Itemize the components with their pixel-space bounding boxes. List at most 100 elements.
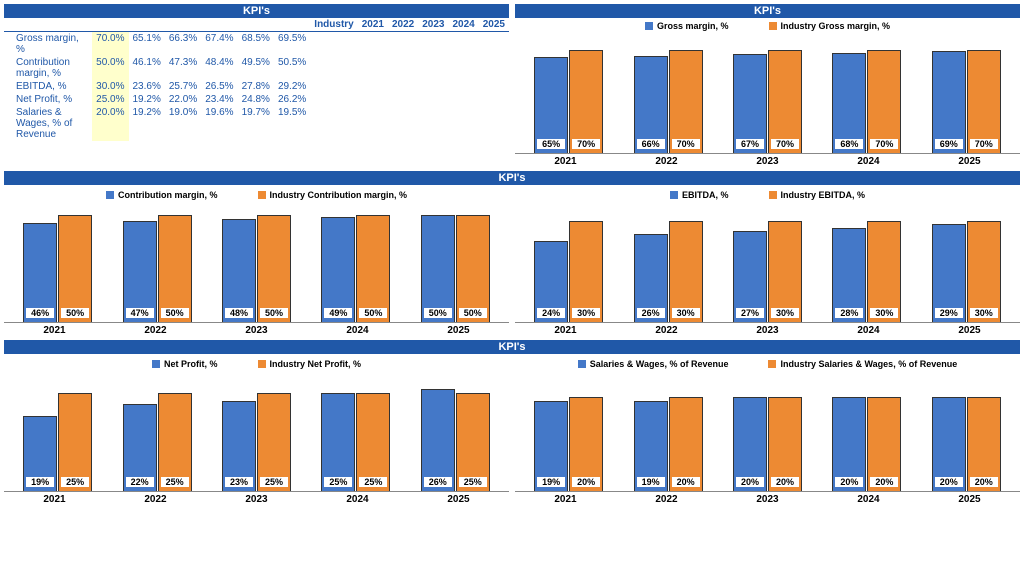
bar-industry: 20% [867, 397, 901, 491]
bar-industry: 50% [456, 215, 490, 322]
bar-actual: 65% [534, 57, 568, 153]
bar-group: 65%70% [534, 50, 603, 153]
bar-actual: 49% [321, 217, 355, 322]
bar-actual: 24% [534, 241, 568, 322]
bar-industry: 20% [768, 397, 802, 491]
bar-group: 48%50% [222, 215, 291, 322]
bar-industry: 25% [356, 393, 390, 491]
bar-industry: 50% [58, 215, 92, 322]
bar-group: 68%70% [832, 50, 901, 153]
bar-industry: 50% [257, 215, 291, 322]
bar-group: 25%25% [321, 393, 390, 491]
bar-group: 69%70% [932, 50, 1001, 153]
bar-actual: 47% [123, 221, 157, 322]
table-row: Salaries & Wages, % of Revenue20.0%19.2%… [4, 106, 310, 141]
bar-actual: 20% [832, 397, 866, 491]
bar-group: 23%25% [222, 393, 291, 491]
bar-actual: 66% [634, 56, 668, 153]
bar-actual: 29% [932, 224, 966, 322]
bar-actual: 19% [534, 401, 568, 491]
table-row: Net Profit, %25.0%19.2%22.0%23.4%24.8%26… [4, 93, 310, 106]
panel-title: KPI's [515, 4, 1020, 18]
bar-industry: 70% [967, 50, 1001, 153]
bar-group: 26%30% [634, 221, 703, 322]
bar-industry: 30% [867, 221, 901, 322]
chart-xaxis: 20212022202320242025 [4, 492, 509, 505]
bar-industry: 25% [257, 393, 291, 491]
bar-actual: 25% [321, 393, 355, 491]
bar-industry: 30% [569, 221, 603, 322]
chart-contribution-margin: Contribution margin, %Industry Contribut… [4, 187, 509, 336]
chart-area: 19%25%22%25%23%25%25%25%26%25% [4, 372, 509, 492]
bar-industry: 70% [768, 50, 802, 153]
bar-industry: 25% [58, 393, 92, 491]
bar-industry: 30% [669, 221, 703, 322]
bar-actual: 48% [222, 219, 256, 322]
bar-actual: 67% [733, 54, 767, 153]
bar-group: 19%20% [634, 397, 703, 491]
bar-group: 50%50% [421, 215, 490, 322]
bar-group: 49%50% [321, 215, 390, 322]
panel-title: KPI's [4, 4, 509, 18]
bar-actual: 69% [932, 51, 966, 153]
bar-group: 66%70% [634, 50, 703, 153]
bar-group: 20%20% [932, 397, 1001, 491]
bar-actual: 19% [23, 416, 57, 491]
bar-industry: 20% [669, 397, 703, 491]
bar-group: 29%30% [932, 221, 1001, 322]
section-title: KPI's [4, 340, 1020, 354]
bar-group: 22%25% [123, 393, 192, 491]
chart-legend: Salaries & Wages, % of RevenueIndustry S… [515, 356, 1020, 372]
chart-xaxis: 20212022202320242025 [515, 492, 1020, 505]
chart-area: 65%70%66%70%67%70%68%70%69%70% [515, 34, 1020, 154]
bar-industry: 50% [356, 215, 390, 322]
bar-actual: 22% [123, 404, 157, 491]
bar-actual: 50% [421, 215, 455, 322]
bar-group: 27%30% [733, 221, 802, 322]
bar-actual: 27% [733, 231, 767, 322]
chart-xaxis: 20212022202320242025 [515, 154, 1020, 167]
bar-group: 28%30% [832, 221, 901, 322]
chart-xaxis: 20212022202320242025 [4, 323, 509, 336]
bar-group: 46%50% [23, 215, 92, 322]
chart-legend: Contribution margin, %Industry Contribut… [4, 187, 509, 203]
table-row: Contribution margin, %50.0%46.1%47.3%48.… [4, 56, 310, 80]
bar-industry: 25% [456, 393, 490, 491]
chart-salaries-wages: Salaries & Wages, % of RevenueIndustry S… [515, 356, 1020, 505]
bar-actual: 20% [932, 397, 966, 491]
kpi-table: Industry 2021 2022 2023 2024 2025 Gross … [4, 18, 509, 141]
bar-group: 20%20% [832, 397, 901, 491]
table-row: EBITDA, %30.0%23.6%25.7%26.5%27.8%29.2% [4, 80, 310, 93]
chart-legend: Net Profit, %Industry Net Profit, % [4, 356, 509, 372]
bar-industry: 30% [967, 221, 1001, 322]
bar-industry: 30% [768, 221, 802, 322]
bar-group: 19%20% [534, 397, 603, 491]
bar-actual: 26% [421, 389, 455, 491]
table-header: Industry 2021 2022 2023 2024 2025 [4, 18, 509, 32]
bar-industry: 70% [867, 50, 901, 153]
chart-area: 24%30%26%30%27%30%28%30%29%30% [515, 203, 1020, 323]
chart-xaxis: 20212022202320242025 [515, 323, 1020, 336]
bar-industry: 70% [669, 50, 703, 153]
bar-actual: 68% [832, 53, 866, 153]
bar-industry: 25% [158, 393, 192, 491]
bar-group: 67%70% [733, 50, 802, 153]
bar-industry: 20% [569, 397, 603, 491]
chart-ebitda: EBITDA, %Industry EBITDA, %24%30%26%30%2… [515, 187, 1020, 336]
section-title: KPI's [4, 171, 1020, 185]
bar-group: 24%30% [534, 221, 603, 322]
bar-industry: 20% [967, 397, 1001, 491]
chart-area: 46%50%47%50%48%50%49%50%50%50% [4, 203, 509, 323]
bar-industry: 50% [158, 215, 192, 322]
chart-area: 19%20%19%20%20%20%20%20%20%20% [515, 372, 1020, 492]
bar-group: 20%20% [733, 397, 802, 491]
chart-net-profit: Net Profit, %Industry Net Profit, %19%25… [4, 356, 509, 505]
bar-actual: 23% [222, 401, 256, 491]
bar-industry: 70% [569, 50, 603, 153]
chart-gross-margin: KPI'sGross margin, %Industry Gross margi… [515, 4, 1020, 167]
bar-actual: 26% [634, 234, 668, 322]
chart-legend: Gross margin, %Industry Gross margin, % [515, 18, 1020, 34]
bar-actual: 28% [832, 228, 866, 322]
bar-group: 26%25% [421, 389, 490, 491]
kpi-table-panel: KPI's Industry 2021 2022 2023 2024 2025 … [4, 4, 509, 167]
